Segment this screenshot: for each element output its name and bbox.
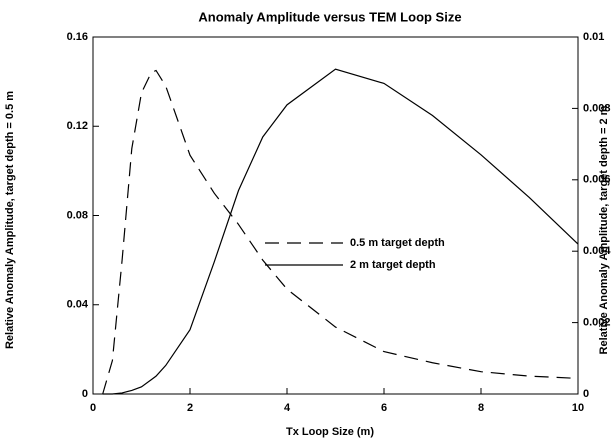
y-tick-label: 0.12 bbox=[67, 120, 88, 132]
y2-tick-label: 0.004 bbox=[583, 245, 611, 257]
x-tick-label: 4 bbox=[284, 402, 291, 414]
y2-tick-label: 0 bbox=[583, 388, 589, 400]
series-line bbox=[102, 69, 579, 395]
y-tick-label: 0 bbox=[82, 388, 88, 400]
y-tick-label: 0.04 bbox=[67, 299, 89, 311]
x-tick-label: 0 bbox=[90, 402, 96, 414]
chart-title: Anomaly Amplitude versus TEM Loop Size bbox=[198, 9, 461, 24]
y-tick-label: 0.08 bbox=[67, 209, 88, 221]
plot-frame bbox=[92, 36, 579, 395]
y-tick-label: 0.16 bbox=[67, 31, 88, 43]
y2-axis-label: Relative Anomaly Amplitude, target depth… bbox=[598, 105, 610, 354]
legend-label: 2 m target depth bbox=[350, 259, 436, 271]
y2-tick-label: 0.002 bbox=[583, 317, 611, 329]
x-tick-label: 6 bbox=[381, 402, 387, 414]
x-tick-label: 8 bbox=[478, 402, 484, 414]
y2-tick-label: 0.01 bbox=[583, 31, 604, 43]
x-tick-label: 10 bbox=[572, 402, 584, 414]
y-axis-label: Relative Anomaly Amplitude, target depth… bbox=[4, 91, 16, 349]
x-tick-label: 2 bbox=[187, 402, 193, 414]
x-axis-label: Tx Loop Size (m) bbox=[286, 426, 374, 438]
y2-tick-label: 0.006 bbox=[583, 174, 611, 186]
y2-tick-label: 0.008 bbox=[583, 102, 611, 114]
series-line bbox=[102, 68, 579, 395]
legend-label: 0.5 m target depth bbox=[350, 237, 445, 249]
